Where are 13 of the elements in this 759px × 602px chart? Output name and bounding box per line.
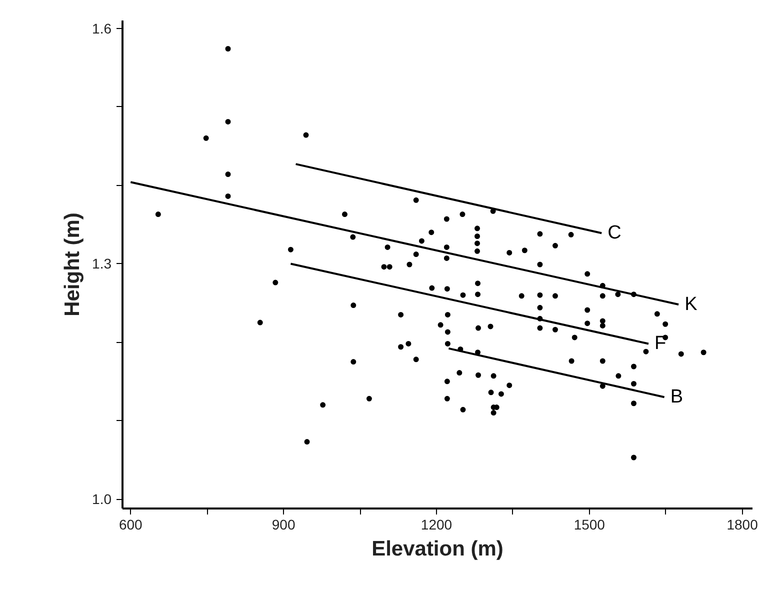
series-label: B [670, 386, 684, 408]
series-label: C [608, 222, 622, 244]
y-tick-label: 1.6 [92, 20, 112, 36]
x-tick-label: 1200 [420, 516, 452, 532]
x-tick-label: 900 [272, 516, 296, 532]
series-label: K [684, 294, 698, 316]
y-axis-title: Height (m) [61, 212, 84, 316]
x-tick-label: 1500 [574, 516, 606, 532]
y-tick-label: 1.3 [92, 256, 112, 272]
x-tick-label: 1800 [726, 516, 758, 532]
x-tick-label: 600 [118, 516, 143, 532]
x-axis-title: Elevation (m) [372, 538, 504, 560]
y-tick-label: 1.0 [92, 491, 112, 508]
